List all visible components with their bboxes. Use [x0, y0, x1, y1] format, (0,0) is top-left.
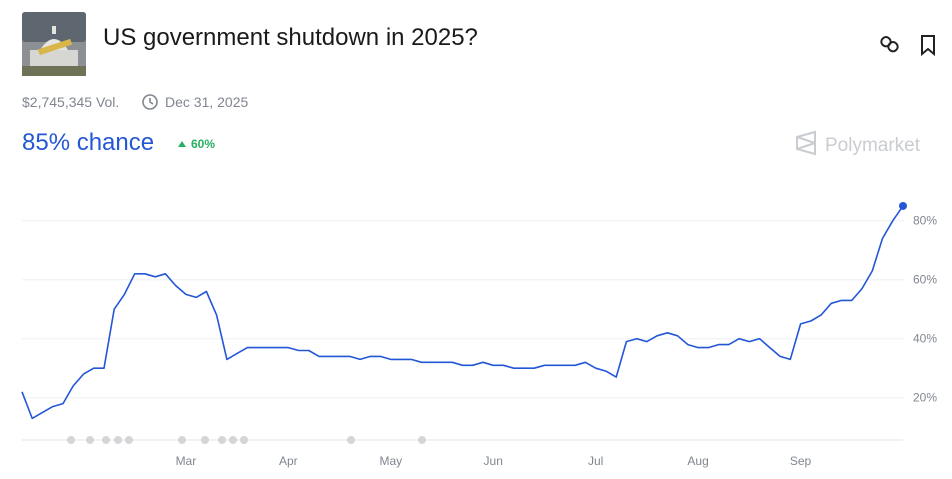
change-arrow — [178, 141, 186, 147]
x-tick-label: May — [379, 454, 402, 468]
y-tick-label: 40% — [913, 332, 937, 346]
plot: 20% 40% 60% 80% Mar Apr May Jun Jul Aug Sep — [21, 201, 937, 468]
brand: Polymarket — [825, 135, 921, 156]
event-markers — [22, 436, 903, 444]
chance: 85% chance — [22, 129, 154, 156]
brand-logo — [796, 130, 816, 156]
last-point — [899, 201, 907, 210]
x-tick-label: Apr — [279, 454, 298, 468]
end-date: Dec 31, 2025 — [165, 94, 248, 110]
y-tick-label: 80% — [913, 214, 937, 228]
volume: $2,745,345 Vol. — [22, 94, 119, 110]
x-tick-label: Jul — [588, 454, 603, 468]
x-tick-label: Sep — [790, 454, 812, 468]
bookmark-icon[interactable] — [921, 35, 935, 57]
market-thumbnail — [22, 12, 86, 76]
link-icon[interactable] — [880, 35, 900, 53]
x-tick-label: Mar — [176, 454, 197, 468]
y-tick-label: 60% — [913, 273, 937, 287]
y-tick-label: 20% — [913, 391, 937, 405]
market-title: US government shutdown in 2025? — [103, 24, 478, 51]
x-tick-label: Jun — [484, 454, 503, 468]
change: 60% — [191, 137, 215, 151]
x-tick-label: Aug — [687, 454, 708, 468]
series-line — [21, 205, 904, 420]
clock-icon — [142, 94, 158, 110]
